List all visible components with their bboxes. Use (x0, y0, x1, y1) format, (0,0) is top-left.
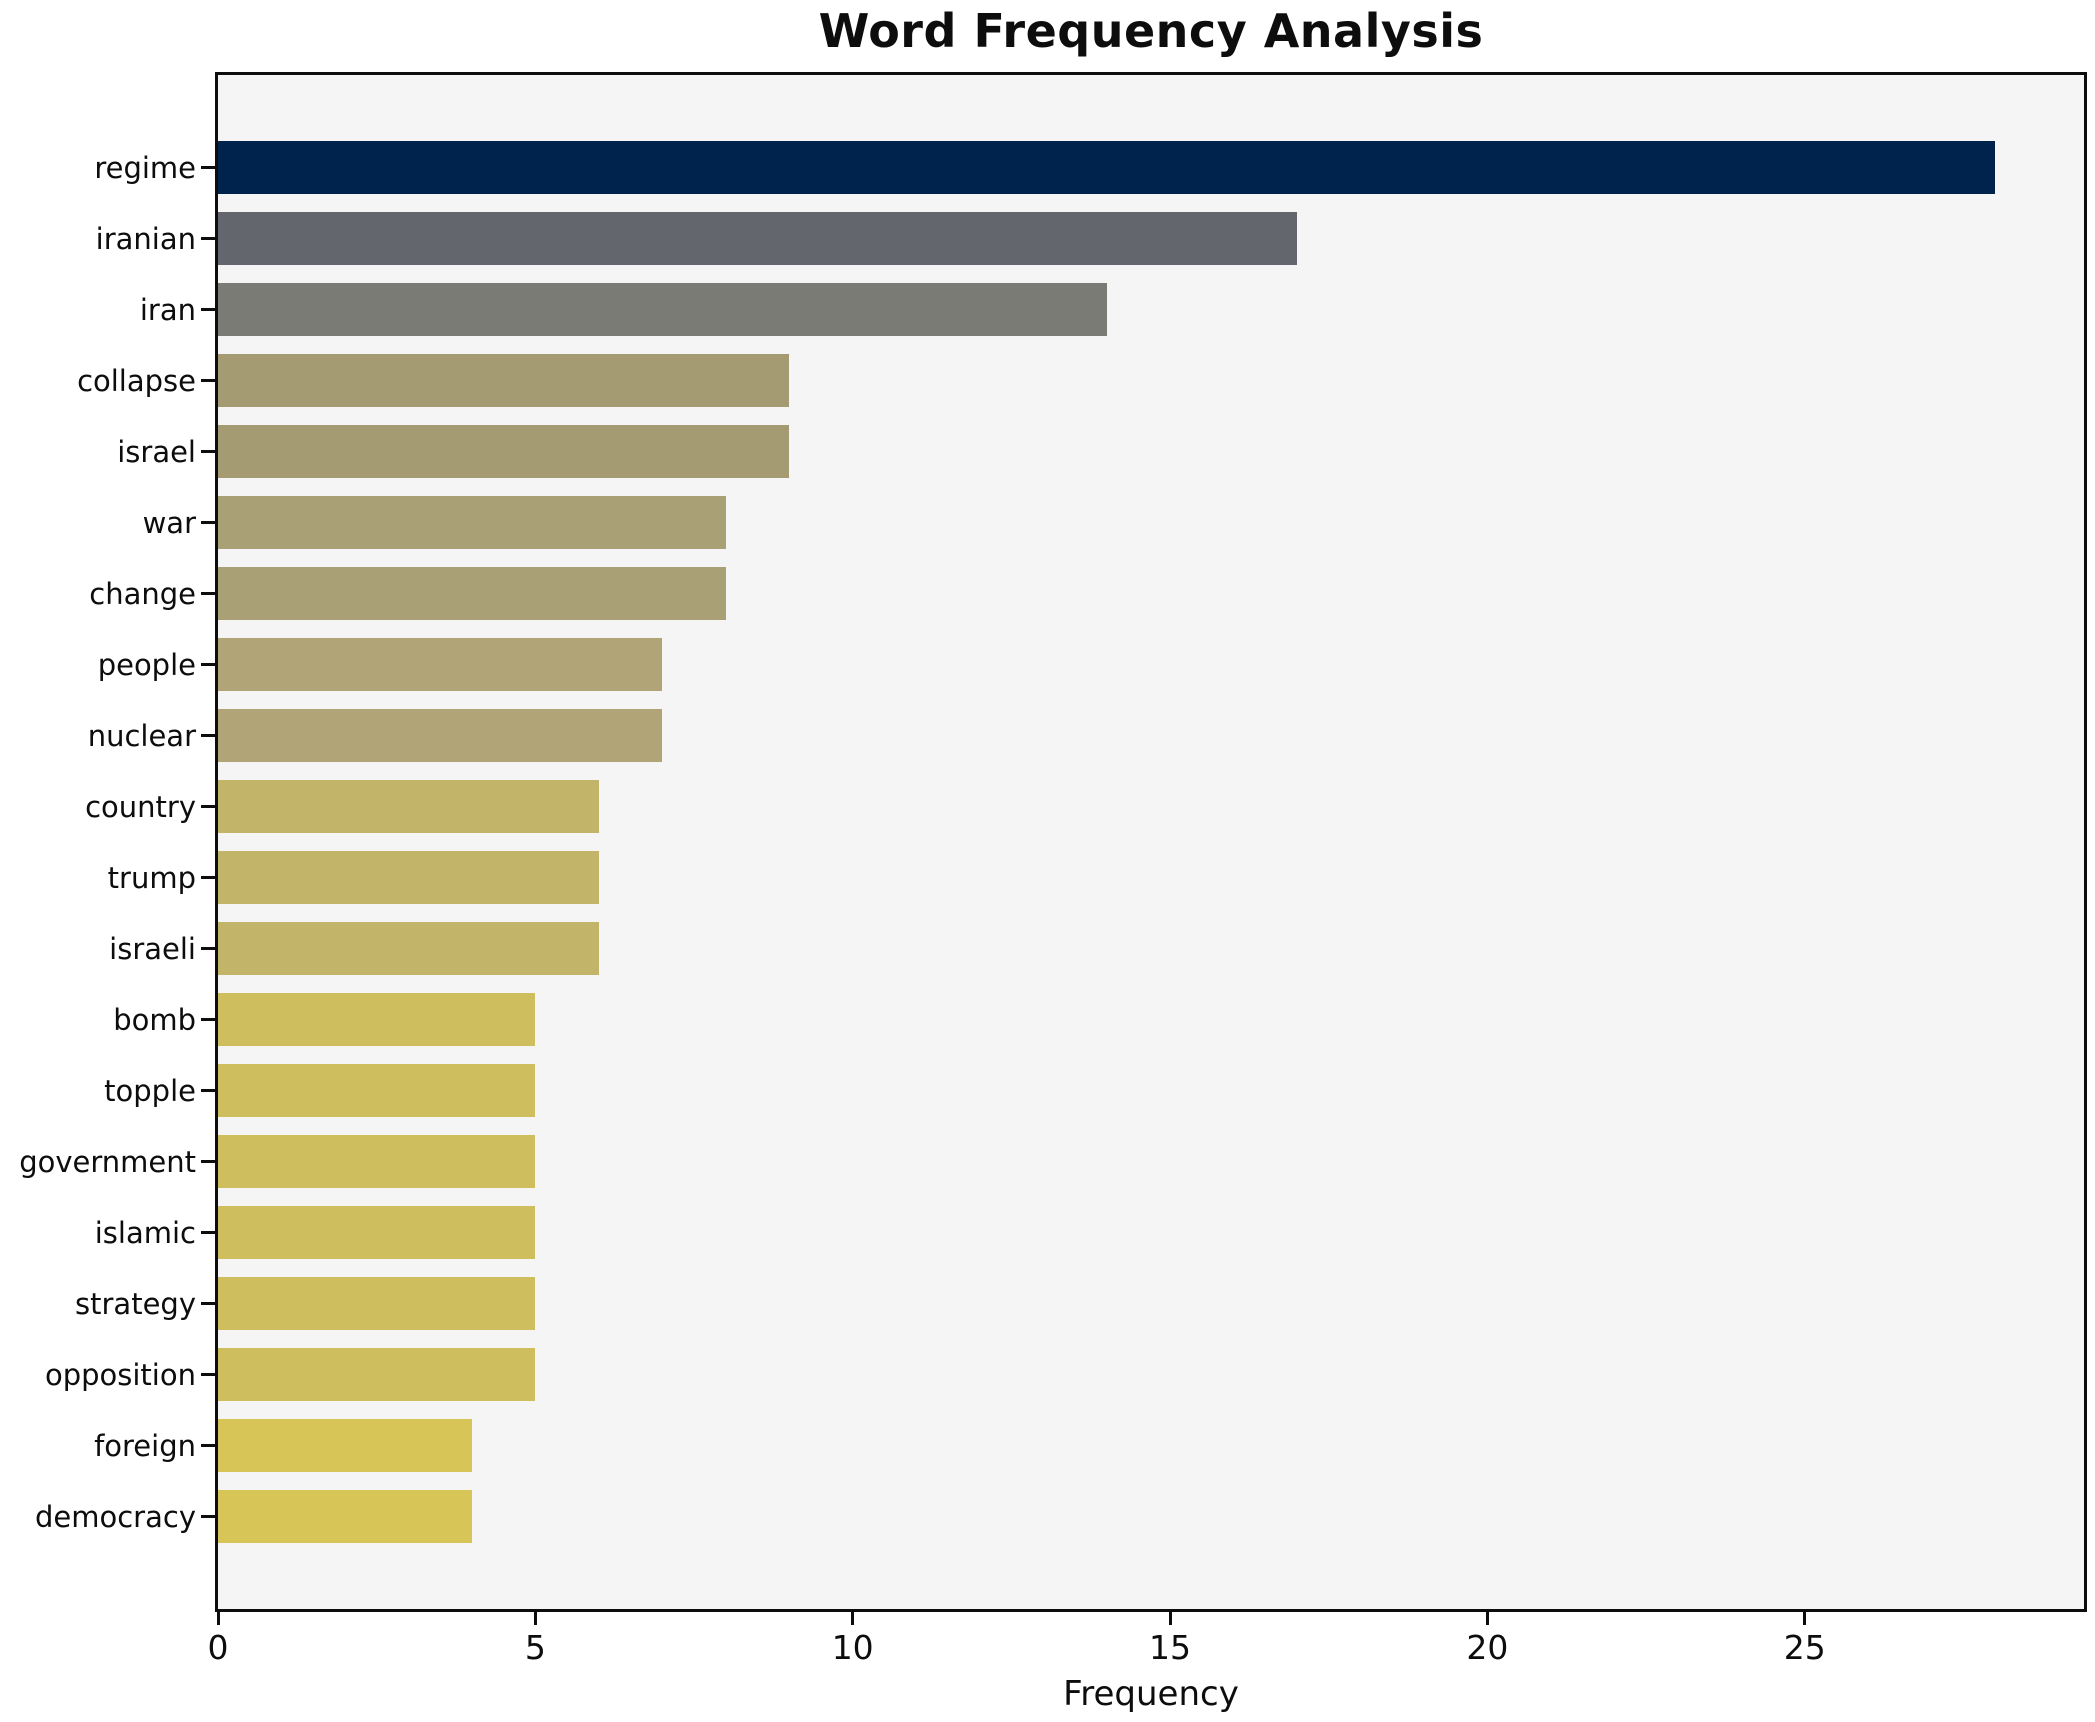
x-tick-label-5: 5 (524, 1628, 546, 1667)
bar-row-democracy (218, 1481, 2084, 1552)
y-tick-mark (201, 592, 215, 595)
y-tick-mark (201, 166, 215, 169)
bar-row-nuclear (218, 700, 2084, 771)
x-tick-label-20: 20 (1466, 1628, 1509, 1667)
y-tick-label-foreign: foreign (94, 1428, 196, 1463)
y-tick-label-government: government (19, 1144, 196, 1179)
bar-iran (218, 283, 1107, 336)
y-tick-label-nuclear: nuclear (87, 718, 196, 753)
y-tick-label-opposition: opposition (44, 1357, 196, 1392)
bar-trump (218, 851, 599, 904)
bar-islamic (218, 1206, 536, 1259)
bar-nuclear (218, 709, 663, 762)
bar-democracy (218, 1490, 472, 1543)
y-tick-mark (201, 663, 215, 666)
y-tick-mark (201, 379, 215, 382)
y-tick-mark (201, 805, 215, 808)
bar-people (218, 638, 663, 691)
bar-iranian (218, 212, 1297, 265)
bar-row-bomb (218, 984, 2084, 1055)
y-tick-label-change: change (89, 576, 196, 611)
y-tick-mark (201, 1231, 215, 1234)
y-tick-label-war: war (142, 505, 196, 540)
bar-israeli (218, 922, 599, 975)
bar-row-opposition (218, 1339, 2084, 1410)
bar-row-change (218, 558, 2084, 629)
y-tick-label-israeli: israeli (109, 931, 196, 966)
x-tick-mark (216, 1612, 220, 1625)
bar-government (218, 1135, 536, 1188)
y-tick-mark (201, 947, 215, 950)
y-tick-mark (201, 308, 215, 311)
y-tick-mark (201, 1373, 215, 1376)
y-tick-label-trump: trump (107, 860, 196, 895)
y-tick-label-islamic: islamic (94, 1215, 196, 1250)
x-tick-label-10: 10 (831, 1628, 874, 1667)
bar-row-trump (218, 842, 2084, 913)
bar-row-iranian (218, 203, 2084, 274)
y-tick-mark (201, 876, 215, 879)
bar-country (218, 780, 599, 833)
x-tick-mark (851, 1612, 855, 1625)
y-tick-mark (201, 1302, 215, 1305)
bar-row-war (218, 487, 2084, 558)
y-tick-mark (201, 1444, 215, 1447)
y-tick-label-iran: iran (139, 292, 196, 327)
y-tick-label-collapse: collapse (77, 363, 196, 398)
y-tick-mark (201, 734, 215, 737)
x-axis-title: Frequency (1063, 1674, 1239, 1714)
bar-row-topple (218, 1055, 2084, 1126)
y-tick-mark (201, 1160, 215, 1163)
bar-collapse (218, 354, 790, 407)
x-tick-label-25: 25 (1783, 1628, 1826, 1667)
y-tick-label-democracy: democracy (35, 1499, 196, 1534)
y-tick-mark (201, 1515, 215, 1518)
y-tick-mark (201, 521, 215, 524)
x-tick-mark (1485, 1612, 1489, 1625)
bar-row-islamic (218, 1197, 2084, 1268)
bar-strategy (218, 1277, 536, 1330)
bar-opposition (218, 1348, 536, 1401)
bar-row-collapse (218, 345, 2084, 416)
bar-row-regime (218, 132, 2084, 203)
bar-row-government (218, 1126, 2084, 1197)
y-tick-label-strategy: strategy (75, 1286, 196, 1321)
x-tick-mark (1168, 1612, 1172, 1625)
bar-row-israel (218, 416, 2084, 487)
plot-area (215, 72, 2087, 1612)
bar-topple (218, 1064, 536, 1117)
x-tick-label-0: 0 (207, 1628, 229, 1667)
bars-container (218, 132, 2084, 1552)
chart-title: Word Frequency Analysis (818, 4, 1484, 58)
y-tick-label-people: people (97, 647, 196, 682)
x-tick-label-15: 15 (1149, 1628, 1192, 1667)
y-tick-label-country: country (85, 789, 196, 824)
y-tick-label-regime: regime (94, 150, 196, 185)
bar-row-israeli (218, 913, 2084, 984)
y-tick-mark (201, 237, 215, 240)
bar-bomb (218, 993, 536, 1046)
bar-row-foreign (218, 1410, 2084, 1481)
bar-israel (218, 425, 790, 478)
y-tick-label-topple: topple (104, 1073, 196, 1108)
y-tick-label-iranian: iranian (95, 221, 196, 256)
bar-row-country (218, 771, 2084, 842)
y-tick-label-bomb: bomb (113, 1002, 196, 1037)
bar-foreign (218, 1419, 472, 1472)
bar-war (218, 496, 726, 549)
y-tick-mark (201, 450, 215, 453)
y-tick-mark (201, 1089, 215, 1092)
y-tick-label-israel: israel (117, 434, 196, 469)
x-tick-mark (533, 1612, 537, 1625)
y-tick-mark (201, 1018, 215, 1021)
bar-change (218, 567, 726, 620)
x-tick-mark (1803, 1612, 1807, 1625)
bar-row-iran (218, 274, 2084, 345)
bar-row-people (218, 629, 2084, 700)
bar-row-strategy (218, 1268, 2084, 1339)
bar-regime (218, 141, 1996, 194)
